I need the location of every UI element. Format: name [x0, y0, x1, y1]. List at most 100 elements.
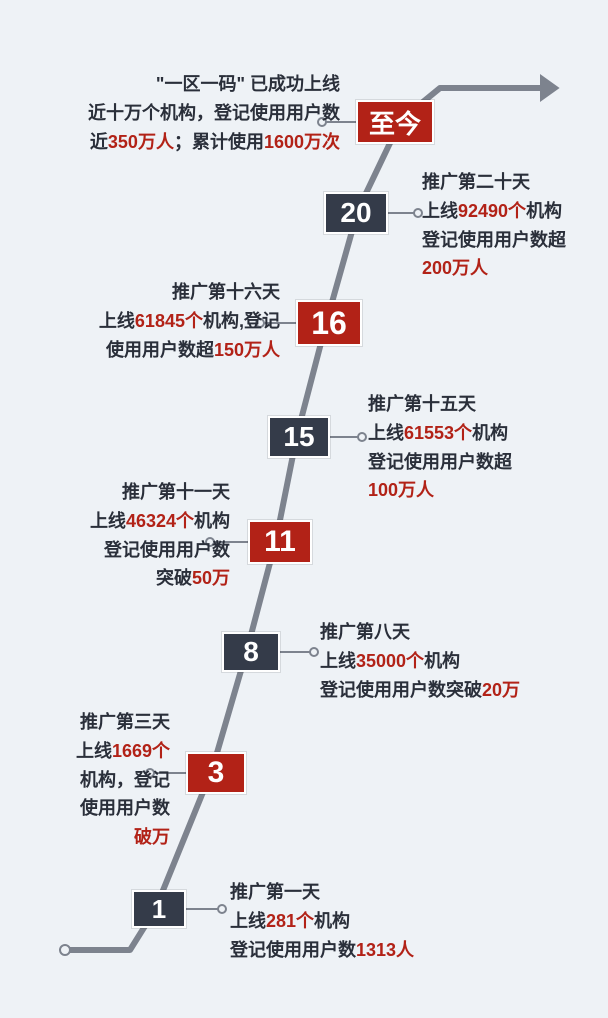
milestone-label-ntop: 至今 [369, 104, 421, 141]
milestone-n20: 20 [324, 192, 388, 234]
milestone-ntop: 至今 [356, 100, 434, 144]
plain-text: 上线 [90, 511, 126, 531]
plain-text: 机构,登记 [203, 311, 280, 331]
plain-text: 推广第十一天 [122, 482, 230, 502]
timeline-start-dot [59, 944, 71, 956]
desc-line: 上线35000个机构 [320, 647, 570, 676]
highlight-text: 281个 [266, 911, 314, 931]
highlight-text: 350万人 [108, 132, 174, 152]
desc-line: 使用用户数 [50, 794, 170, 823]
connector-dot-t15 [357, 432, 367, 442]
plain-text: 登记使用用户数超 [368, 452, 512, 472]
plain-text: 上线 [99, 311, 135, 331]
desc-t20: 推广第二十天上线92490个机构登记使用用户数超 200万人 [422, 168, 602, 283]
plain-text: 近 [90, 132, 108, 152]
plain-text: 机构，登记 [80, 770, 170, 790]
milestone-n3: 3 [186, 752, 246, 794]
desc-line: 登记使用用户数突破20万 [320, 676, 570, 705]
desc-line: 破万 [50, 823, 170, 852]
desc-line: 推广第十一天 [80, 478, 230, 507]
plain-text: 推广第十六天 [172, 282, 280, 302]
highlight-text: 100万人 [368, 480, 434, 500]
highlight-text: 1600万次 [264, 132, 340, 152]
milestone-label-n3: 3 [208, 756, 225, 790]
desc-t16: 推广第十六天上线61845个机构,登记使用用户数超150万人 [70, 278, 280, 364]
desc-line: 近350万人；累计使用1600万次 [60, 128, 340, 157]
plain-text: 登记使用用户数 [104, 540, 230, 560]
plain-text: 登记使用用户数 [230, 940, 356, 960]
plain-text: 机构 [424, 651, 460, 671]
timeline-canvas: 13811151620至今推广第一天上线281个机构登记使用用户数1313人推广… [0, 0, 608, 1018]
desc-t8: 推广第八天上线35000个机构登记使用用户数突破20万 [320, 618, 570, 704]
plain-text: 推广第二十天 [422, 172, 530, 192]
desc-line: 登记使用用户数超 [422, 226, 602, 255]
plain-text: 推广第一天 [230, 882, 320, 902]
desc-line: 推广第三天 [50, 708, 170, 737]
desc-line: 上线46324个机构 [80, 507, 230, 536]
highlight-text: 200万人 [422, 258, 488, 278]
desc-line: 登记使用用户数 [80, 536, 230, 565]
desc-line: 上线61553个机构 [368, 419, 578, 448]
highlight-text: 61553个 [404, 423, 472, 443]
plain-text: 上线 [76, 741, 112, 761]
plain-text: 推广第三天 [80, 712, 170, 732]
plain-text: 机构 [472, 423, 508, 443]
plain-text: ；累计使用 [174, 132, 264, 152]
desc-t1: 推广第一天上线281个机构登记使用用户数1313人 [230, 878, 490, 964]
desc-line: 推广第八天 [320, 618, 570, 647]
highlight-text: 92490个 [458, 201, 526, 221]
desc-line: 推广第十五天 [368, 390, 578, 419]
milestone-n16: 16 [296, 300, 362, 346]
desc-line: 推广第一天 [230, 878, 490, 907]
milestone-n11: 11 [248, 520, 312, 564]
milestone-label-n20: 20 [340, 197, 371, 229]
plain-text: 突破 [156, 568, 192, 588]
desc-line: 突破50万 [80, 564, 230, 593]
desc-line: "一区一码" 已成功上线 [60, 70, 340, 99]
plain-text: "一区一码" 已成功上线 [156, 74, 340, 94]
highlight-text: 50万 [192, 568, 230, 588]
desc-line: 近十万个机构，登记使用用户数 [60, 99, 340, 128]
connector-dot-t1 [217, 904, 227, 914]
milestone-label-n8: 8 [243, 636, 259, 668]
desc-line: 机构，登记 [50, 766, 170, 795]
desc-line: 上线61845个机构,登记 [70, 307, 280, 336]
desc-t15: 推广第十五天上线61553个机构登记使用用户数超100万人 [368, 390, 578, 505]
desc-line: 上线1669个 [50, 737, 170, 766]
plain-text: 上线 [368, 423, 404, 443]
desc-t3: 推广第三天上线1669个机构，登记使用用户数破万 [50, 708, 170, 852]
plain-text: 推广第八天 [320, 622, 410, 642]
highlight-text: 破万 [134, 827, 170, 847]
desc-line: 使用用户数超150万人 [70, 336, 280, 365]
highlight-text: 1313人 [356, 940, 414, 960]
highlight-text: 46324个 [126, 511, 194, 531]
plain-text: 登记使用用户数超 [422, 230, 566, 250]
desc-line: 推广第二十天 [422, 168, 602, 197]
milestone-label-n1: 1 [152, 894, 166, 925]
milestone-label-n15: 15 [283, 421, 314, 453]
milestone-n8: 8 [222, 632, 280, 672]
desc-line: 100万人 [368, 476, 578, 505]
connector-dot-t8 [309, 647, 319, 657]
plain-text: 使用用户数 [80, 798, 170, 818]
highlight-text: 61845个 [135, 311, 203, 331]
plain-text: 机构 [314, 911, 350, 931]
plain-text: 使用用户数超 [106, 340, 214, 360]
milestone-n15: 15 [268, 416, 330, 458]
highlight-text: 35000个 [356, 651, 424, 671]
desc-line: 上线281个机构 [230, 907, 490, 936]
desc-line: 推广第十六天 [70, 278, 280, 307]
highlight-text: 1669个 [112, 741, 170, 761]
plain-text: 登记使用用户数突破 [320, 680, 482, 700]
milestone-n1: 1 [132, 890, 186, 928]
plain-text: 机构 [526, 201, 562, 221]
plain-text: 上线 [230, 911, 266, 931]
plain-text: 上线 [422, 201, 458, 221]
desc-line: 登记使用用户数超 [368, 448, 578, 477]
desc-line: 登记使用用户数1313人 [230, 936, 490, 965]
highlight-text: 150万人 [214, 340, 280, 360]
plain-text: 机构 [194, 511, 230, 531]
plain-text: 上线 [320, 651, 356, 671]
desc-t11: 推广第十一天上线46324个机构登记使用用户数突破50万 [80, 478, 230, 593]
highlight-text: 20万 [482, 680, 520, 700]
